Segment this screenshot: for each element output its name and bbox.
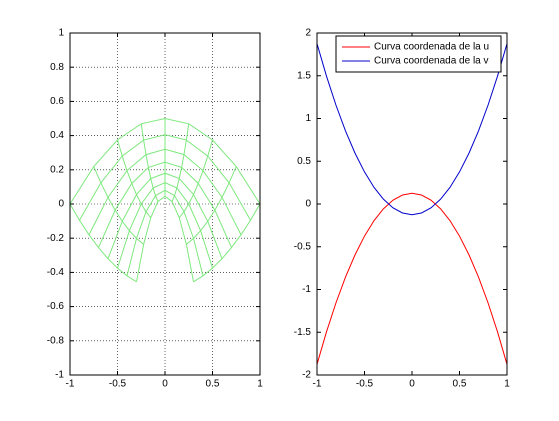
legend-box xyxy=(335,35,502,73)
y-tick-label: -0.5 xyxy=(294,241,312,252)
x-tick-label: 0 xyxy=(162,379,168,390)
series-line xyxy=(316,43,508,216)
y-tick-label: -1 xyxy=(302,284,311,295)
y-tick-label: 0.8 xyxy=(50,62,64,73)
mesh-line xyxy=(178,139,213,218)
y-tick-label: 1.5 xyxy=(297,70,311,81)
mesh-line xyxy=(193,203,261,283)
y-tick-label: -1.5 xyxy=(294,327,312,338)
legend: Curva coordenada de la u Curva coordenada… xyxy=(335,35,502,73)
mesh-line xyxy=(69,203,137,283)
x-tick-label: -0.5 xyxy=(356,379,374,390)
y-tick-label: 0 xyxy=(58,199,64,210)
x-tick-label: 0.5 xyxy=(453,379,467,390)
y-tick-label: 0.6 xyxy=(50,96,64,107)
y-tick-label: 1 xyxy=(58,28,64,39)
axes: -1 -0.5 0 0.5 1 -1 -0.8 -0.6 -0.4 -0.2 0 0.2 0.4 0.6 0… xyxy=(47,28,263,390)
series-line xyxy=(316,192,508,365)
x-tick-label: 0.5 xyxy=(206,379,220,390)
axes-frame xyxy=(316,32,508,376)
legend-label: Curva coordenada de la v xyxy=(374,56,489,67)
y-tick-label: -0.8 xyxy=(47,335,65,346)
mesh-line xyxy=(117,139,152,218)
y-tick-label: 0 xyxy=(305,199,311,210)
plot-area xyxy=(317,33,507,375)
y-tick-label: -0.6 xyxy=(47,301,65,312)
x-tick-label: -1 xyxy=(66,379,75,390)
x-tick-label: 1 xyxy=(257,379,263,390)
axes-frame xyxy=(69,32,261,376)
legend-label: Curva coordenada de la u xyxy=(374,42,489,53)
x-tick-label: 1 xyxy=(504,379,510,390)
y-tick-label: 1 xyxy=(305,113,311,124)
axes: -1 -0.5 0 0.5 1 -2 -1.5 -1 -0.5 0 0.5 1 1.5 2 Curva co… xyxy=(294,28,510,390)
x-tick-label: -1 xyxy=(313,379,322,390)
mesh-line xyxy=(140,123,159,202)
y-tick-label: 2 xyxy=(305,28,311,39)
mesh-line xyxy=(93,166,144,245)
y-tick-label: 0.2 xyxy=(50,164,64,175)
x-tick-label: -0.5 xyxy=(109,379,127,390)
y-tick-label: 0.4 xyxy=(50,130,64,141)
y-tick-label: -1 xyxy=(55,370,64,381)
y-tick-label: 0.5 xyxy=(297,156,311,167)
x-tick-label: 0 xyxy=(409,379,415,390)
y-tick-label: -0.4 xyxy=(47,267,65,278)
mesh-line xyxy=(186,166,237,245)
mesh-line xyxy=(171,123,190,202)
y-tick-label: -2 xyxy=(302,370,311,381)
y-tick-label: -0.2 xyxy=(47,233,65,244)
